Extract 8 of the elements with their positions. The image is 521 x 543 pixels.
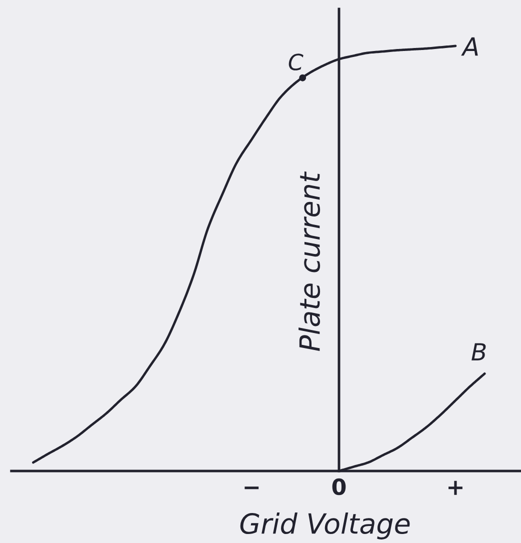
series-label: A: [461, 37, 478, 56]
x-tick-label: +: [448, 480, 462, 495]
series-label: B: [472, 343, 486, 360]
x-tick-label: 0: [332, 478, 346, 496]
y-axis-title: Plate current: [298, 171, 320, 352]
annotation: C: [288, 54, 304, 70]
x-tick-label: −: [244, 486, 259, 490]
x-axis-title: Grid Voltage: [240, 512, 410, 540]
